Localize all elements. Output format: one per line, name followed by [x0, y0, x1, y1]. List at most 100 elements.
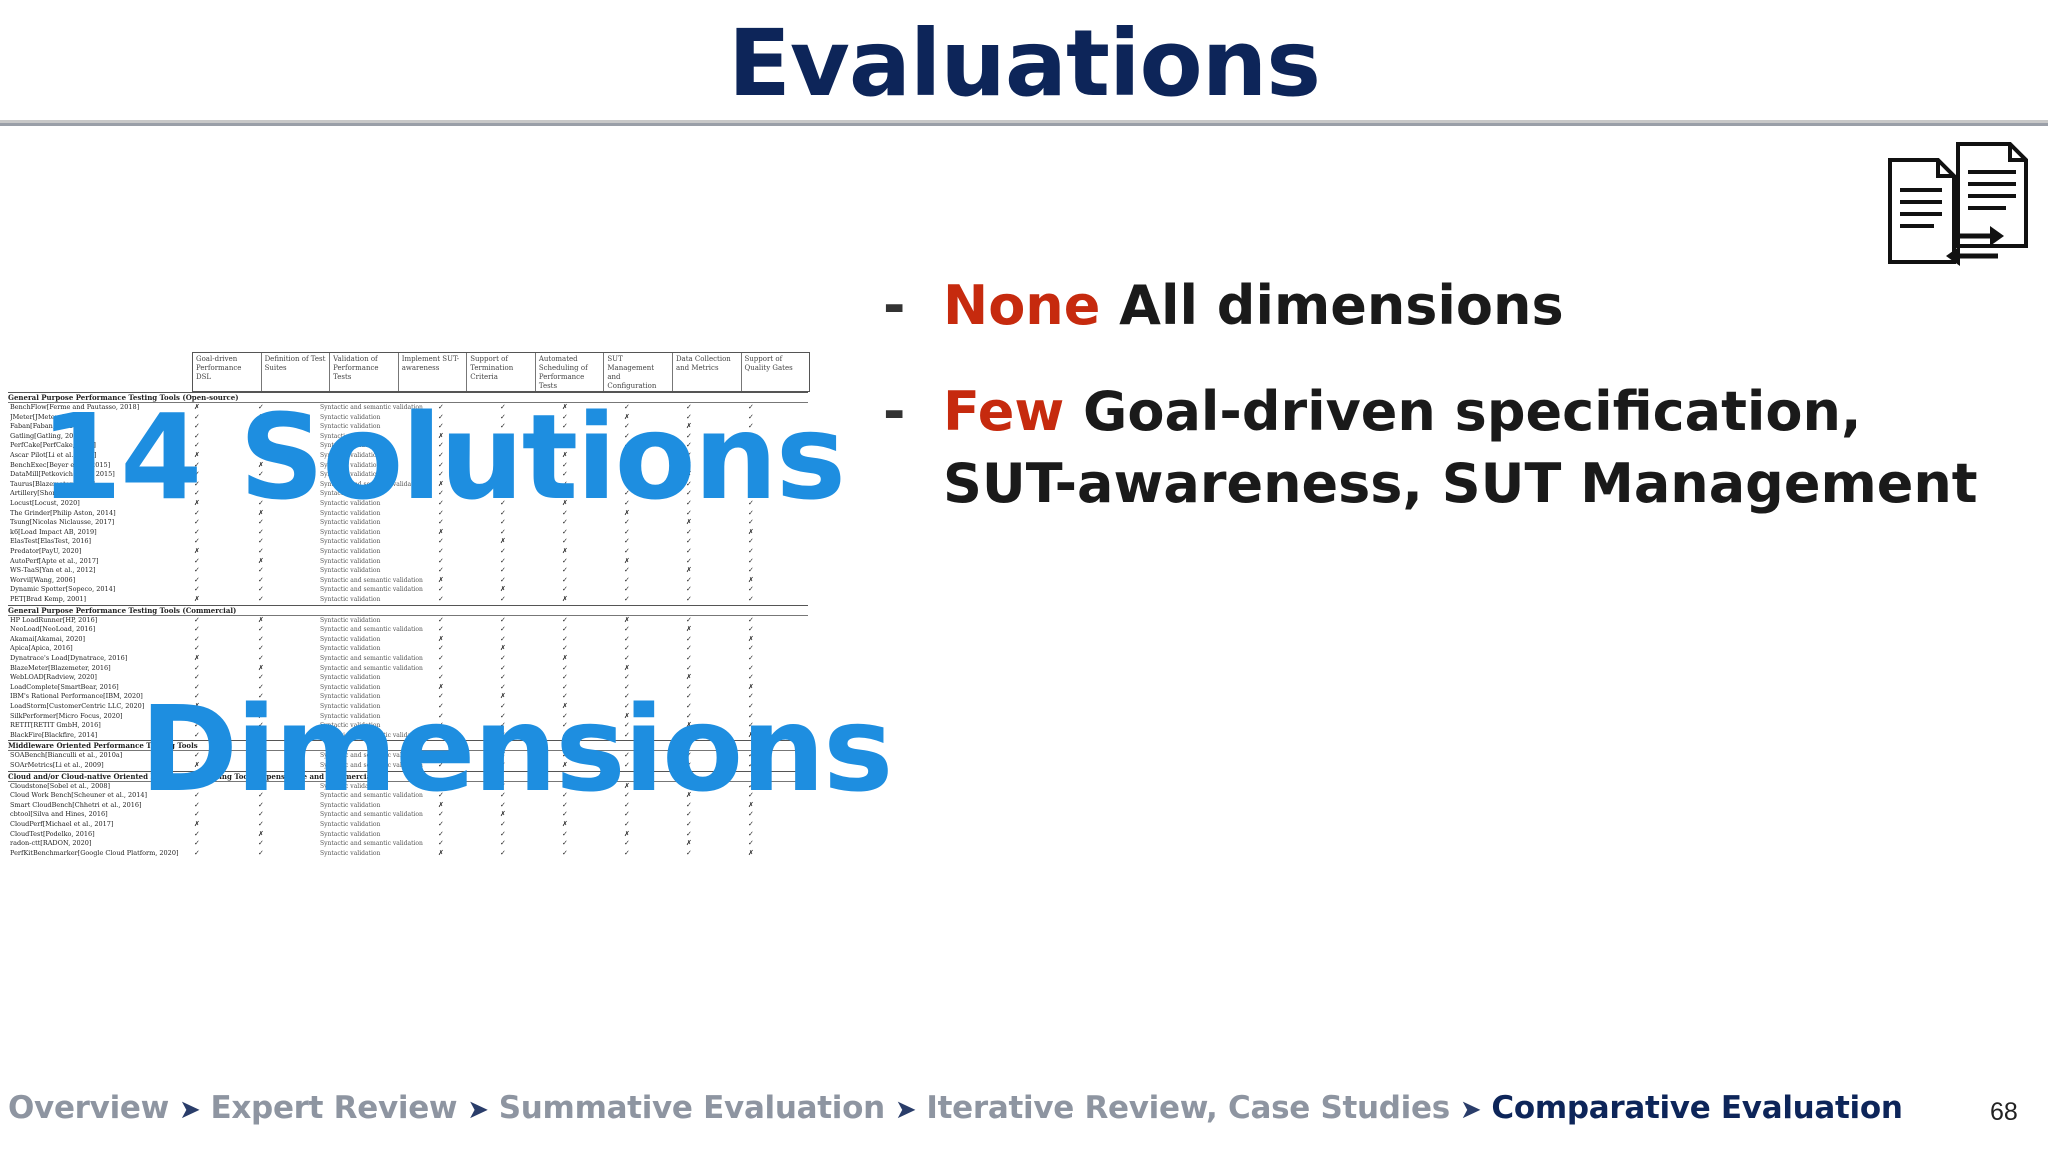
check-mark-icon: ✓ — [562, 829, 568, 838]
check-mark-icon: ✓ — [686, 431, 692, 440]
tool-name: RETIT[RETIT GmbH, 2016] — [10, 721, 101, 730]
check-mark-icon: ✓ — [748, 585, 754, 594]
tool-name: JMeter[JMeter, 1998] — [10, 412, 81, 421]
validation-cell: Syntactic validation — [320, 635, 381, 643]
check-mark-icon: ✓ — [748, 761, 754, 769]
check-mark-icon: ✓ — [624, 800, 630, 809]
check-mark-icon: ✓ — [258, 479, 264, 488]
comparison-table: Goal-driven Performance DSL Definition of… — [8, 352, 810, 862]
check-mark-icon: ✓ — [194, 527, 200, 536]
cross-mark-icon: ✗ — [562, 595, 568, 603]
check-mark-icon: ✓ — [562, 839, 568, 848]
check-mark-icon: ✓ — [500, 412, 506, 421]
check-mark-icon: ✓ — [624, 692, 630, 701]
breadcrumb-item-comparative-evaluation[interactable]: Comparative Evaluation — [1491, 1090, 1903, 1126]
check-mark-icon: ✓ — [258, 403, 264, 411]
breadcrumb-item-iterative-review[interactable]: Iterative Review, Case Studies — [926, 1090, 1450, 1126]
check-mark-icon: ✓ — [624, 422, 630, 431]
tool-name: Artillery[Shoreditch Ops, 2017] — [10, 489, 115, 498]
check-mark-icon: ✓ — [438, 721, 444, 730]
check-mark-icon: ✓ — [194, 829, 200, 838]
check-mark-icon: ✓ — [748, 663, 754, 672]
check-mark-icon: ✓ — [438, 625, 444, 634]
check-mark-icon: ✓ — [562, 711, 568, 720]
check-mark-icon: ✓ — [258, 518, 264, 527]
check-mark-icon: ✓ — [748, 781, 754, 790]
tool-name: radon-ctt[RADON, 2020] — [10, 839, 92, 848]
check-mark-icon: ✓ — [438, 451, 444, 459]
check-mark-icon: ✓ — [624, 470, 630, 479]
cross-mark-icon: ✗ — [194, 820, 200, 828]
validation-cell: Syntactic validation — [320, 500, 381, 507]
check-mark-icon: ✓ — [194, 848, 200, 857]
check-mark-icon: ✓ — [562, 721, 568, 730]
cross-mark-icon: ✗ — [624, 711, 630, 720]
check-mark-icon: ✓ — [686, 730, 692, 739]
validation-cell: Syntactic validation — [320, 538, 381, 546]
check-mark-icon: ✓ — [748, 460, 754, 469]
check-mark-icon: ✓ — [438, 518, 444, 527]
tool-name: Cloudstone[Sobel et al., 2008] — [10, 781, 111, 790]
cross-mark-icon: ✗ — [438, 527, 444, 536]
tool-name: SOArMetrics[Li et al., 2009] — [10, 761, 104, 769]
check-mark-icon: ✓ — [748, 499, 754, 507]
check-mark-icon: ✓ — [438, 499, 444, 507]
cross-mark-icon: ✗ — [194, 702, 200, 710]
cross-mark-icon: ✗ — [500, 585, 506, 594]
check-mark-icon: ✓ — [562, 663, 568, 672]
check-mark-icon: ✓ — [438, 839, 444, 848]
cross-mark-icon: ✗ — [258, 460, 264, 469]
check-mark-icon: ✓ — [748, 489, 754, 498]
tool-name: Dynamic Spotter[Sopeco, 2014] — [10, 585, 116, 594]
table-row: Gatling[Gatling, 2011] ✓ ✓ Syntactic valida… — [8, 432, 808, 442]
check-mark-icon: ✓ — [500, 634, 506, 643]
table-row: Artillery[Shoreditch Ops, 2017] ✓ ✓ Syntact… — [8, 489, 808, 499]
check-mark-icon: ✓ — [562, 537, 568, 546]
cross-mark-icon: ✗ — [258, 711, 264, 720]
check-mark-icon: ✓ — [500, 595, 506, 603]
check-mark-icon: ✓ — [500, 721, 506, 730]
table-row: BlackFire[Blackfire, 2014] ✓ ✓ Syntactic an… — [8, 731, 808, 741]
check-mark-icon: ✓ — [686, 702, 692, 710]
check-mark-icon: ✓ — [500, 663, 506, 672]
breadcrumb-separator-icon: ➤ — [1459, 1095, 1482, 1125]
check-mark-icon: ✓ — [562, 527, 568, 536]
validation-cell: Syntactic and semantic validation — [320, 480, 423, 488]
tool-name: Akamai[Akamai, 2020] — [10, 634, 85, 643]
table-row: RETIT[RETIT GmbH, 2016] ✓ ✓ Syntactic valid… — [8, 721, 808, 731]
cross-mark-icon: ✗ — [258, 615, 264, 624]
table-row: Smart CloudBench[Chhetri et al., 2016] ✓ ✓… — [8, 801, 808, 811]
check-mark-icon: ✓ — [500, 820, 506, 828]
check-mark-icon: ✓ — [438, 751, 444, 760]
check-mark-icon: ✓ — [500, 431, 506, 440]
check-mark-icon: ✓ — [562, 422, 568, 431]
check-mark-icon: ✓ — [562, 810, 568, 819]
check-mark-icon: ✓ — [258, 575, 264, 584]
slide-title: Evaluations — [728, 10, 1321, 117]
check-mark-icon: ✓ — [500, 547, 506, 555]
check-mark-icon: ✓ — [194, 711, 200, 720]
check-mark-icon: ✓ — [624, 848, 630, 857]
check-mark-icon: ✓ — [562, 431, 568, 440]
check-mark-icon: ✓ — [438, 595, 444, 603]
check-mark-icon: ✓ — [438, 441, 444, 450]
check-mark-icon: ✓ — [748, 566, 754, 575]
check-mark-icon: ✓ — [686, 441, 692, 450]
check-mark-icon: ✓ — [748, 451, 754, 459]
breadcrumb-item-expert-review[interactable]: Expert Review — [210, 1090, 458, 1126]
table-row: ElasTest[ElasTest, 2016] ✓ ✓ Syntactic vali… — [8, 537, 808, 547]
check-mark-icon: ✓ — [686, 479, 692, 488]
check-mark-icon: ✓ — [500, 508, 506, 517]
breadcrumb-item-overview[interactable]: Overview — [8, 1090, 169, 1126]
check-mark-icon: ✓ — [194, 751, 200, 760]
table-row: SOABench[Bianculli et al., 2010a] ✓ ✓ Synta… — [8, 751, 808, 761]
check-mark-icon: ✓ — [500, 470, 506, 479]
tool-name: Tsung[Nicolas Niclausse, 2017] — [10, 518, 115, 527]
breadcrumb-item-summative-evaluation[interactable]: Summative Evaluation — [498, 1090, 885, 1126]
check-mark-icon: ✓ — [500, 479, 506, 488]
check-mark-icon: ✓ — [438, 403, 444, 411]
validation-cell: Syntactic validation — [320, 703, 381, 710]
check-mark-icon: ✓ — [748, 441, 754, 450]
document-compare-icon — [1888, 142, 2028, 266]
check-mark-icon: ✓ — [624, 839, 630, 848]
